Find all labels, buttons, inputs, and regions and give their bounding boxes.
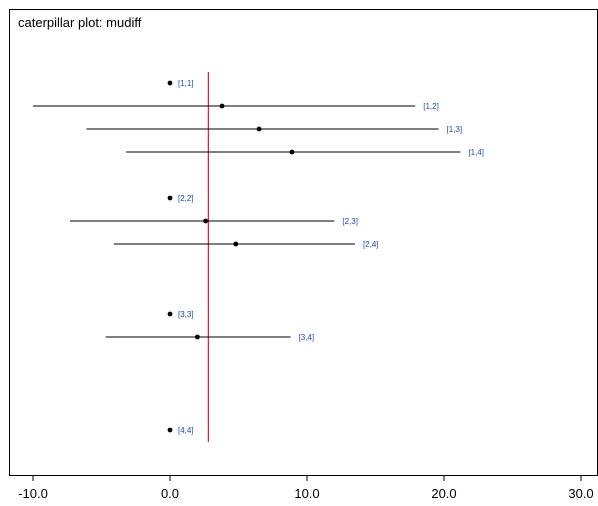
- label-1-2: [1,2]: [423, 102, 439, 111]
- point-2-4: [233, 241, 239, 247]
- point-3-4: [195, 334, 200, 340]
- point-1-1: [167, 80, 173, 86]
- plot-frame: [9, 9, 598, 476]
- point-2-3: [203, 218, 209, 224]
- label-3-4: [3,4]: [299, 333, 315, 342]
- label-2-2: [2,2]: [178, 194, 194, 203]
- chart-marks: [1,1] [1,2] [1,3] [1,4] [2,2] [2,3] [2,4] [3,3]…: [33, 72, 484, 442]
- point-1-3: [256, 126, 262, 132]
- x-axis: -10.0 0.0 10.0 20.0 30.0: [18, 476, 594, 501]
- label-1-1: [1,1]: [178, 79, 194, 88]
- label-1-3: [1,3]: [447, 125, 463, 134]
- x-tick-label: 10.0: [294, 486, 319, 501]
- label-4-4: [4,4]: [178, 426, 194, 435]
- point-4-4: [167, 427, 173, 433]
- point-1-4: [289, 149, 295, 155]
- label-3-3: [3,3]: [178, 310, 194, 319]
- label-2-4: [2,4]: [363, 240, 379, 249]
- point-1-2: [219, 103, 225, 109]
- x-tick-label: 0.0: [161, 486, 179, 501]
- x-tick-label: 30.0: [568, 486, 593, 501]
- chart-title: caterpillar plot: mudiff: [18, 15, 142, 30]
- point-2-2: [167, 195, 173, 201]
- point-3-3: [167, 311, 173, 317]
- label-2-3: [2,3]: [342, 217, 358, 226]
- label-1-4: [1,4]: [468, 148, 484, 157]
- x-tick-label: 20.0: [431, 486, 456, 501]
- x-tick-label: -10.0: [18, 486, 48, 501]
